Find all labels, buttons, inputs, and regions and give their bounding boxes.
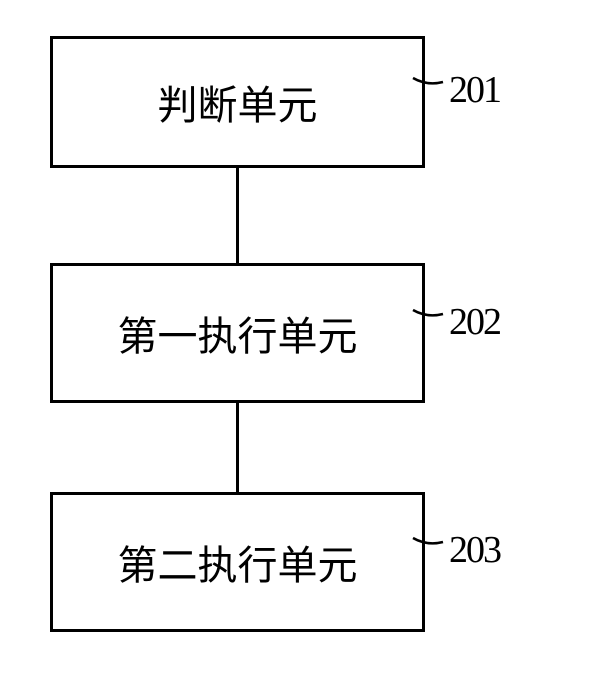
curve-203 bbox=[411, 534, 451, 574]
label-201-text: 201 bbox=[449, 68, 500, 112]
box-first-exec-unit-text: 第一执行单元 bbox=[118, 304, 358, 362]
connector-2 bbox=[236, 403, 239, 492]
flowchart-container: 判断单元 201 第一执行单元 202 第二执行单元 203 bbox=[0, 0, 614, 677]
connector-1 bbox=[236, 168, 239, 263]
box-second-exec-unit: 第二执行单元 bbox=[50, 492, 425, 632]
box-judge-unit: 判断单元 bbox=[50, 36, 425, 168]
label-203-text: 203 bbox=[449, 528, 500, 572]
curve-202 bbox=[411, 306, 451, 346]
label-201-group: 201 bbox=[417, 68, 500, 112]
box-judge-unit-text: 判断单元 bbox=[158, 73, 318, 131]
label-202-text: 202 bbox=[449, 300, 500, 344]
curve-201 bbox=[411, 74, 451, 114]
box-first-exec-unit: 第一执行单元 bbox=[50, 263, 425, 403]
label-202-group: 202 bbox=[417, 300, 500, 344]
box-second-exec-unit-text: 第二执行单元 bbox=[118, 533, 358, 591]
label-203-group: 203 bbox=[417, 528, 500, 572]
